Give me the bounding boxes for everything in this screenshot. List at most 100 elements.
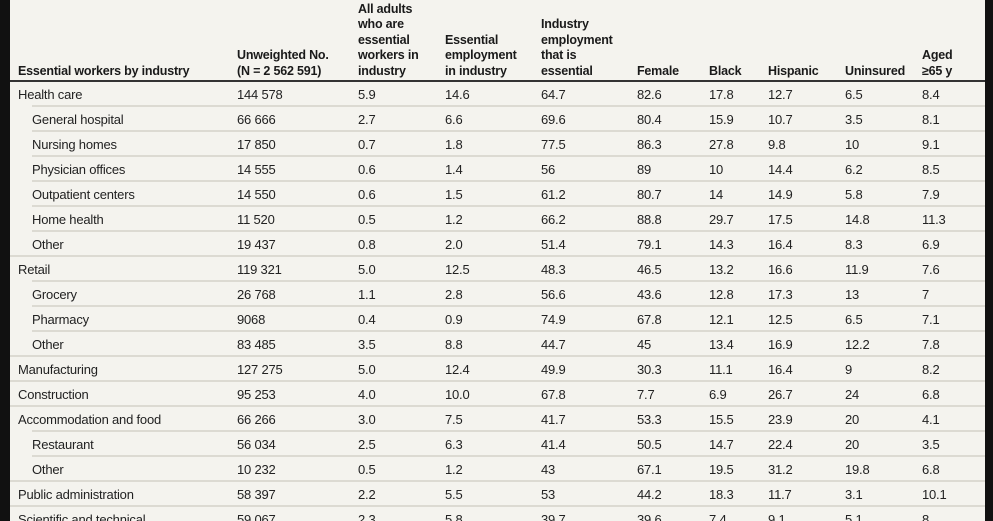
cell-col-industry-employment-essential: 43 (541, 462, 556, 477)
row-divider (32, 205, 985, 207)
cell-col-all-adults-essential: 3.0 (358, 412, 376, 427)
cell-col-aged-65: 8.5 (922, 162, 940, 177)
cell-col-aged-65: 7 (922, 287, 930, 302)
table-row-subcategory: Grocery 26 768 1.1 2.8 56.6 43.6 12.8 17.3 13 7 (10, 282, 985, 307)
row-divider (32, 305, 985, 307)
header-col-essential-employment: Essential employment in industry (445, 33, 517, 80)
table-row-category: Accommodation and food 66 266 3.0 7.5 41.7 53… (10, 407, 985, 432)
header-line: employment (445, 48, 517, 62)
cell-col-female: 39.6 (637, 512, 662, 521)
table-row-subcategory: Physician offices 14 555 0.6 1.4 56 89 10 14.4 6… (10, 157, 985, 182)
header-col-unweighted-no: Unweighted No. (N = 2 562 591) (237, 48, 329, 79)
industry-label: General hospital (32, 112, 124, 127)
industry-label: Construction (18, 387, 89, 402)
cell-col-industry-employment-essential: 74.9 (541, 312, 566, 327)
cell-col-all-adults-essential: 0.7 (358, 137, 376, 152)
cell-col-aged-65: 10.1 (922, 487, 947, 502)
header-line: Female (637, 63, 679, 78)
cell-col-essential-employment: 8.8 (445, 337, 463, 352)
cell-col-essential-employment: 6.6 (445, 112, 463, 127)
cell-col-uninsured: 13 (845, 287, 860, 302)
header-line: industry (358, 63, 406, 78)
cell-col-uninsured: 24 (845, 387, 860, 402)
cell-col-black: 14 (709, 187, 724, 202)
cell-col-essential-employment: 10.0 (445, 387, 470, 402)
cell-col-black: 10 (709, 162, 724, 177)
cell-col-all-adults-essential: 0.4 (358, 312, 376, 327)
cell-col-industry-employment-essential: 66.2 (541, 212, 566, 227)
header-line: Uninsured (845, 63, 906, 78)
cell-col-black: 15.9 (709, 112, 734, 127)
cell-col-uninsured: 3.1 (845, 487, 863, 502)
cell-col-aged-65: 6.9 (922, 237, 940, 252)
industry-label: Other (32, 237, 64, 252)
cell-col-essential-employment: 0.9 (445, 312, 463, 327)
cell-col-female: 89 (637, 162, 652, 177)
cell-col-female: 7.7 (637, 387, 655, 402)
cell-col-all-adults-essential: 2.5 (358, 437, 376, 452)
cell-col-unweighted-no: 14 550 (237, 187, 276, 202)
table-row-subcategory: Restaurant 56 034 2.5 6.3 41.4 50.5 14.7 22.4 20… (10, 432, 985, 457)
header-col-industry: Essential workers by industry (18, 63, 190, 80)
cell-col-unweighted-no: 26 768 (237, 287, 276, 302)
cell-col-industry-employment-essential: 48.3 (541, 262, 566, 277)
cell-col-female: 82.6 (637, 87, 662, 102)
header-line: Industry (541, 17, 589, 31)
cell-col-industry-employment-essential: 64.7 (541, 87, 566, 102)
cell-col-unweighted-no: 66 666 (237, 112, 276, 127)
cell-col-female: 46.5 (637, 262, 662, 277)
cell-col-aged-65: 7.8 (922, 337, 940, 352)
cell-col-female: 44.2 (637, 487, 662, 502)
cell-col-uninsured: 14.8 (845, 212, 870, 227)
cell-col-hispanic: 16.4 (768, 362, 793, 377)
cell-col-hispanic: 14.9 (768, 187, 793, 202)
cell-col-aged-65: 7.6 (922, 262, 940, 277)
cell-col-unweighted-no: 58 397 (237, 487, 276, 502)
industry-label: Health care (18, 87, 83, 102)
row-divider (32, 455, 985, 457)
table-row-subcategory: Home health 11 520 0.5 1.2 66.2 88.8 29.7 17.5 1… (10, 207, 985, 232)
cell-col-industry-employment-essential: 39.7 (541, 512, 566, 521)
industry-label: Grocery (32, 287, 77, 302)
cell-col-uninsured: 6.5 (845, 312, 863, 327)
table-row-category: Retail 119 321 5.0 12.5 48.3 46.5 13.2 16.6 11.9… (10, 257, 985, 282)
cell-col-female: 86.3 (637, 137, 662, 152)
header-line: employment (541, 32, 613, 47)
cell-col-black: 17.8 (709, 87, 734, 102)
industry-label: Manufacturing (18, 362, 98, 377)
cell-col-essential-employment: 1.5 (445, 187, 463, 202)
industry-label: Other (32, 337, 64, 352)
industry-label: Other (32, 462, 64, 477)
header-line: (N = 2 562 591) (237, 63, 322, 78)
header-line: Essential workers by industry (18, 63, 190, 78)
cell-col-essential-employment: 5.8 (445, 512, 463, 521)
header-line: Black (709, 63, 742, 78)
table-row-category: Health care 144 578 5.9 14.6 64.7 82.6 17.8 12.… (10, 82, 985, 107)
cell-col-uninsured: 11.9 (845, 262, 869, 277)
cell-col-essential-employment: 12.5 (445, 262, 470, 277)
cell-col-aged-65: 8.2 (922, 362, 940, 377)
cell-col-unweighted-no: 127 275 (237, 362, 283, 377)
header-col-uninsured: Uninsured (845, 64, 905, 80)
header-line: essential (541, 63, 593, 78)
table-row-category: Scientific and technical 59 067 2.3 5.8 39.7… (10, 507, 985, 521)
cell-col-aged-65: 8.1 (922, 112, 940, 127)
cell-col-essential-employment: 1.8 (445, 137, 463, 152)
cell-col-black: 13.4 (709, 337, 734, 352)
cell-col-industry-employment-essential: 53 (541, 487, 556, 502)
cell-col-unweighted-no: 144 578 (237, 87, 283, 102)
cell-col-hispanic: 16.4 (768, 237, 793, 252)
row-divider (32, 180, 985, 182)
industry-label: Outpatient centers (32, 187, 135, 202)
cell-col-uninsured: 6.2 (845, 162, 863, 177)
cell-col-industry-employment-essential: 69.6 (541, 112, 566, 127)
row-divider (32, 430, 985, 432)
cell-col-industry-employment-essential: 56.6 (541, 287, 566, 302)
row-divider (10, 355, 985, 357)
essential-workers-table: Essential workers by industry Unweighted … (10, 0, 985, 521)
header-line: ≥65 y (922, 63, 953, 78)
cell-col-hispanic: 10.7 (768, 112, 793, 127)
cell-col-essential-employment: 7.5 (445, 412, 463, 427)
header-col-hispanic: Hispanic (768, 64, 819, 80)
industry-label: Home health (32, 212, 104, 227)
